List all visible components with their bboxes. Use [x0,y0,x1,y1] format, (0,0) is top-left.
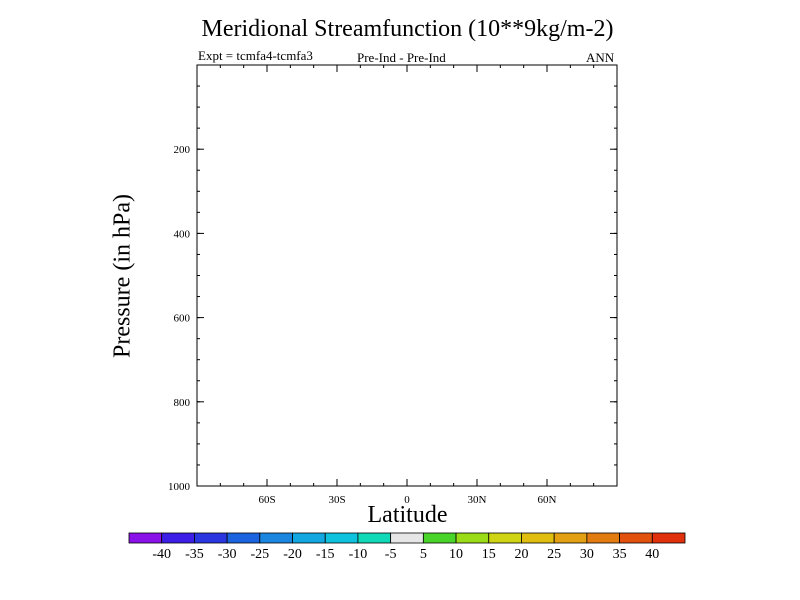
colorbar-label: -40 [152,547,171,562]
colorbar-label: 20 [514,547,528,562]
colorbar-label: 40 [645,547,659,562]
colorbar-swatch [161,532,195,544]
colorbar-swatch [455,532,490,544]
experiment-label: Expt = tcmfa4-tcmfa3 [198,48,313,63]
x-axis-label: Latitude [367,502,448,528]
colorbar-swatch [651,532,686,544]
colorbar-swatch [324,532,359,544]
colorbar-swatch [259,532,293,544]
colorbar-swatch [422,532,457,544]
colorbar-swatch [619,532,653,544]
colorbar-swatch [553,532,588,544]
colorbar-swatch [521,532,555,544]
x-tick-label: 0 [404,494,410,506]
x-tick-label: 60N [538,494,557,506]
colorbar-label: -35 [185,547,204,562]
colorbar-swatch [357,532,392,544]
colorbar-swatch [128,532,163,544]
y-axis-ticks: 200 400 600 800 1000 [168,85,617,493]
colorbar-label: -20 [283,547,302,562]
comparison-label: Pre-Ind - Pre-Ind [357,50,446,65]
colorbar-label: -25 [250,547,269,562]
y-tick-label: 600 [174,313,191,325]
colorbar-label: -10 [349,547,368,562]
colorbar-label: -5 [385,547,397,562]
colorbar-swatch [390,532,424,544]
colorbar-label: 25 [547,547,561,562]
colorbar-swatch [226,532,261,544]
x-axis-ticks: 60S 30S 0 30N 60N [219,65,595,506]
colorbar-label: 15 [482,547,496,562]
x-tick-label: 60S [258,494,275,506]
colorbar-label: -30 [218,547,237,562]
chart-title: Meridional Streamfunction (10**9kg/m-2) [201,16,614,42]
season-label: ANN [586,50,615,65]
colorbar-label: 30 [580,547,594,562]
y-tick-label: 800 [174,397,191,409]
x-tick-label: 30N [468,494,487,506]
colorbar: -40 -35 -30 -25 -20 -15 -10 -5 5 10 15 20 25 30 35 40 [128,532,686,562]
plot-area-frame [196,64,618,487]
y-tick-label: 200 [174,144,191,156]
colorbar-swatch [194,532,228,544]
x-tick-label: 30S [328,494,345,506]
y-tick-label: 1000 [168,481,191,493]
colorbar-swatch [488,532,522,544]
colorbar-swatch [586,532,620,544]
colorbar-swatch [292,532,326,544]
y-tick-label: 400 [174,228,191,240]
colorbar-label: 35 [613,547,627,562]
colorbar-label: 5 [420,547,427,562]
colorbar-label: 10 [449,547,463,562]
colorbar-label: -15 [316,547,335,562]
